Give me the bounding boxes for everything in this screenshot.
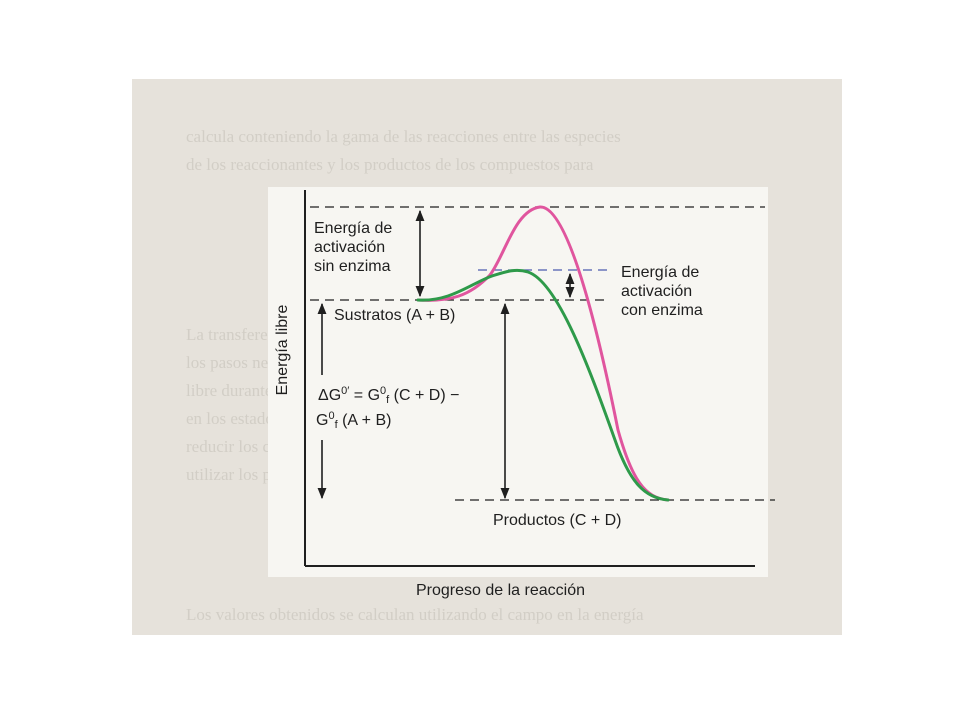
delta-g-equation-line-2: G0f (A + B) bbox=[316, 410, 391, 432]
activation-enzyme-line-3: con enzima bbox=[621, 301, 703, 319]
bleed-through-text: de los reaccionantes y los productos de … bbox=[186, 155, 594, 174]
substrates-label: Sustratos (A + B) bbox=[334, 307, 456, 324]
g-subscript: f bbox=[334, 419, 338, 431]
g-symbol: G bbox=[316, 412, 329, 429]
delta-g-symbol: ΔG bbox=[318, 387, 342, 404]
delta-g-equation-line-1: ΔG0′ = G0f (C + D) − bbox=[318, 385, 459, 407]
bleed-through-text: calcula conteniendo la gama de las reacc… bbox=[186, 127, 621, 146]
activation-enzyme-line-1: Energía de bbox=[621, 264, 700, 281]
activation-no-enzyme-line-3: sin enzima bbox=[314, 257, 391, 275]
g-superscript: 0 bbox=[380, 385, 387, 397]
bleed-through-text: Los valores obtenidos se calculan utiliz… bbox=[186, 605, 644, 624]
activation-no-enzyme-line-2: activación bbox=[314, 238, 386, 256]
products-term: (C + D) − bbox=[389, 387, 460, 404]
x-axis-label: Progreso de la reacción bbox=[416, 582, 585, 599]
figure-panel bbox=[268, 187, 768, 577]
g-superscript: 0 bbox=[328, 410, 335, 422]
delta-g-superscript: 0′ bbox=[341, 385, 350, 397]
substrates-term: (A + B) bbox=[337, 412, 392, 429]
activation-enzyme-line-2: activación bbox=[621, 282, 693, 300]
g-subscript: f bbox=[386, 394, 390, 406]
delta-g-equals-g: = G bbox=[349, 387, 381, 404]
uncatalyzed-reaction-curve bbox=[416, 205, 670, 502]
catalyzed-reaction-curve bbox=[416, 268, 670, 502]
y-axis-label: Energía libre bbox=[274, 304, 291, 396]
activation-energy-no-enzyme-label: Energía de activación sin enzima bbox=[314, 220, 392, 277]
products-label: Productos (C + D) bbox=[493, 512, 622, 529]
activation-energy-enzyme-label: Energía de activación con enzima bbox=[621, 264, 703, 321]
activation-no-enzyme-line-1: Energía de bbox=[314, 220, 393, 237]
